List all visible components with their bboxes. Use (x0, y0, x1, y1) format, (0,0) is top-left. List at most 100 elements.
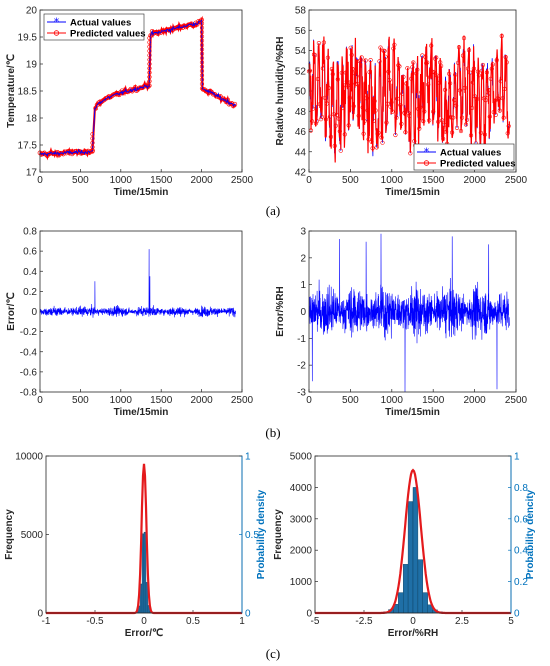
y-tick-label: 18 (26, 114, 38, 125)
y-tick-label: 20 (26, 6, 38, 17)
predicted-transition-marker (90, 145, 95, 150)
x-axis-label: Error/℃ (125, 628, 163, 639)
y-axis-label: Error/℃ (6, 292, 17, 330)
y-tick-label: -0.2 (20, 327, 38, 338)
x-tick-label: 2.5 (455, 616, 469, 627)
x-tick-label: 2000 (463, 395, 486, 406)
y-axis-label: Frequency (273, 509, 284, 560)
predicted-transition-marker (147, 74, 152, 80)
y-tick-label: -1 (297, 334, 306, 345)
y-tick-label: 5000 (21, 530, 44, 541)
predicted-transition-marker (199, 51, 205, 56)
predicted-transition-marker (147, 40, 152, 45)
predicted-transition-marker (199, 73, 205, 78)
x-tick-label: 1000 (110, 175, 133, 186)
y-tick-label: 18.5 (18, 87, 38, 98)
y-tick-label: 17.5 (18, 141, 38, 152)
error-series-line (39, 249, 236, 318)
y-tick-label: 1000 (290, 577, 313, 588)
predicted-transition-marker (147, 79, 152, 84)
y-tick-label: 56 (295, 26, 307, 37)
predicted-transition-marker (147, 66, 152, 71)
y-tick-label: 0 (306, 609, 312, 620)
y-tick-label: 5000 (290, 452, 313, 463)
predicted-transition-marker (199, 64, 205, 69)
histogram-bar (417, 559, 423, 614)
x-tick-label: 2000 (190, 395, 213, 406)
histogram-bar (412, 487, 419, 614)
predicted-transition-marker (147, 53, 152, 58)
histogram-bar (141, 533, 145, 614)
y-tick-label: 58 (295, 6, 307, 17)
x-tick-label: 1500 (150, 175, 173, 186)
legend-box (413, 143, 515, 171)
predicted-transition-marker (147, 70, 152, 75)
y-tick-label: 52 (295, 66, 307, 77)
chart-humidity-prediction: 0 500 1000 1500 2000 2500 42 44 46 48 50 52 54 56 58 Ti… (275, 6, 528, 199)
predicted-transition-marker (199, 81, 205, 87)
plot-frame (39, 9, 243, 173)
y-tick-label: -0.8 (20, 388, 38, 399)
x-tick-label: 2500 (231, 395, 254, 406)
y-tick-label: 48 (295, 107, 307, 118)
x-tick-label: -5 (311, 616, 320, 627)
y-tick-label: -0.6 (20, 367, 38, 378)
right-tick-label: 0 (514, 609, 520, 620)
y-tick-label: 54 (295, 46, 307, 57)
x-axis-label: Time/15min (114, 407, 169, 418)
legend-marker-star: * (424, 146, 430, 159)
y-tick-label: 0.2 (23, 287, 37, 298)
chart-humidity-error-histogram: -5 -2.5 0 2.5 5010002000300040005000Error/%R… (273, 452, 536, 640)
caption-b: (b) (265, 425, 280, 440)
legend-label: Predicted values (440, 159, 516, 170)
right-tick-label: 1 (245, 452, 251, 463)
histogram-bar (403, 564, 409, 614)
y-tick-label: 0 (300, 307, 306, 318)
x-tick-label: -2.5 (355, 616, 373, 627)
y-axis-label: Frequency (4, 509, 15, 560)
x-axis-label: Time/15min (385, 407, 440, 418)
x-axis-label: Error/%RH (388, 628, 439, 639)
y-tick-label: 4000 (290, 483, 313, 494)
x-tick-label: 1000 (381, 175, 404, 186)
x-tick-label: 1000 (110, 395, 133, 406)
predicted-transition-marker (147, 48, 152, 54)
chart-temperature-prediction: 0 500 1000 1500 2000 2500 17 17.5 18 18.5 19 19.5 20… (6, 6, 254, 199)
predicted-transition-marker (199, 77, 205, 82)
predicted-transition-marker (199, 42, 205, 48)
plot-frame (308, 230, 517, 393)
plot-frame (308, 9, 517, 173)
x-tick-label: -0.5 (86, 616, 104, 627)
y-tick-label: 44 (295, 147, 307, 158)
legend-marker-circle (53, 30, 60, 36)
x-tick-label: 2500 (505, 395, 528, 406)
right-tick-label: 0.2 (514, 577, 528, 588)
y-tick-label: 0 (37, 609, 43, 620)
predicted-transition-marker (147, 83, 152, 88)
right-axis-label: Probability density (256, 489, 267, 579)
y-tick-label: 17 (26, 168, 38, 179)
x-tick-label: 500 (342, 175, 359, 186)
y-tick-label: 46 (295, 127, 307, 138)
right-tick-label: 0.4 (514, 546, 528, 557)
x-tick-label: -1 (42, 616, 51, 627)
plot-frame (39, 230, 243, 393)
histogram-bar (143, 531, 147, 614)
y-tick-label: 2 (300, 253, 306, 264)
x-tick-label: 1 (239, 616, 245, 627)
x-tick-label: 0 (141, 616, 147, 627)
y-tick-label: 2000 (290, 546, 313, 557)
x-tick-label: 1500 (150, 395, 173, 406)
predicted-transition-marker (199, 30, 205, 35)
histogram-bar (407, 501, 414, 614)
predicted-transition-marker (199, 21, 205, 26)
y-tick-label: -2 (297, 361, 306, 372)
x-tick-label: 2000 (190, 175, 213, 186)
chart-temperature-error: 0 500 1000 1500 2000 2500 -0.8 -0.6 -0.4 -0.2 0 0.2… (6, 227, 254, 419)
right-tick-label: 1 (514, 452, 520, 463)
series-predicted-markers (306, 33, 511, 156)
x-tick-label: 500 (342, 395, 359, 406)
predicted-transition-marker (199, 25, 205, 30)
predicted-transition-marker (147, 35, 152, 41)
y-tick-label: 0.8 (23, 227, 37, 238)
